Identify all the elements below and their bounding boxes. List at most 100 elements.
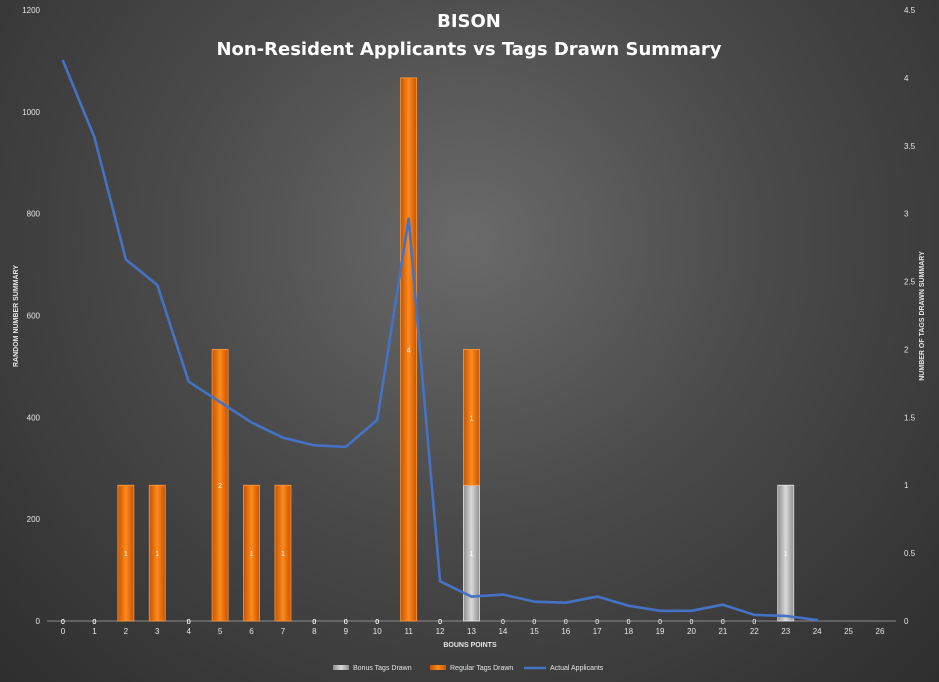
legend-item: Regular Tags Drawn [430,665,513,672]
bar-data-label: 0 [312,619,316,626]
legend-label: Bonus Tags Drawn [353,665,412,672]
right-y-tick-label: 3 [904,210,909,219]
x-tick-label: 7 [281,627,286,636]
right-y-tick-label: 1 [904,481,909,490]
bar-data-label: 1 [155,551,159,558]
legend: Bonus Tags Drawn Regular Tags Drawn Actual… [333,665,604,672]
x-tick-label: 14 [498,627,507,636]
x-tick-label: 9 [344,627,349,636]
bar-data-label: 0 [61,619,65,626]
regular-tags-bar [400,77,418,622]
right-y-axis-ticks: 0 0.5 1 1.5 2 2.5 3 3.5 4 4.5 [904,6,916,626]
bar-data-label: 0 [532,619,536,626]
bar-data-label: 1 [281,551,285,558]
bar-data-label: 0 [658,619,662,626]
x-tick-label: 6 [249,627,254,636]
x-axis-ticks: 0 1 2 3 4 5 6 7 8 9 10 11 12 13 14 15 16 17 18 19 20 21 22 23 24… [61,627,885,636]
x-tick-label: 4 [186,627,191,636]
regular-tags-bar [211,349,229,622]
right-y-tick-label: 2.5 [904,278,916,287]
x-tick-label: 5 [218,627,223,636]
left-y-tick-label: 200 [27,515,41,524]
bar-data-label: 0 [187,619,191,626]
regular-tags-bar [243,484,260,622]
regular-tags-bar [274,484,292,622]
chart-title: BISON [437,11,501,32]
bar-data-label: 0 [187,619,191,626]
x-tick-label: 3 [155,627,160,636]
right-y-tick-label: 0.5 [904,549,916,558]
legend-label: Actual Applicants [550,665,604,672]
x-tick-label: 19 [656,627,665,636]
x-tick-label: 16 [561,627,570,636]
bar-data-label: 0 [92,619,96,626]
bar-data-label: 0 [721,619,725,626]
bar-data-label: 0 [690,619,694,626]
right-y-tick-label: 0 [904,617,909,626]
right-y-tick-label: 1.5 [904,413,916,422]
bar-data-label: 0 [595,619,599,626]
x-tick-label: 23 [781,627,790,636]
left-y-tick-label: 0 [36,617,41,626]
x-tick-label: 24 [813,627,822,636]
left-y-axis-ticks: 0 200 400 600 800 1000 1200 [22,6,40,626]
x-tick-label: 0 [61,627,66,636]
bar-data-label: 0 [438,619,442,626]
bar-data-label: 1 [124,551,128,558]
chart-subtitle: Non-Resident Applicants vs Tags Drawn Su… [216,39,721,60]
left-y-tick-label: 600 [27,312,41,321]
x-tick-label: 25 [844,627,853,636]
bar-data-label: 0 [752,619,756,626]
y-axis-right-label: NUMBER OF TAGS DRAWN SUMMARY [919,251,926,381]
line-series [61,59,819,622]
x-tick-label: 21 [718,627,727,636]
bar-data-label: 1 [470,415,474,422]
actual-applicants-line [61,59,819,622]
bar-data-label: 0 [344,619,348,626]
bonus-tags-bar [777,484,795,622]
bar-data-label: 2 [218,483,222,490]
legend-swatch [430,665,446,670]
x-tick-label: 11 [404,627,413,636]
legend-item: Actual Applicants [524,665,604,672]
right-y-tick-label: 4 [904,74,909,83]
x-tick-label: 12 [436,627,445,636]
bar-data-label: 0 [344,619,348,626]
x-tick-label: 15 [530,627,539,636]
regular-tags-bar [117,484,135,622]
bar-data-label: 0 [312,619,316,626]
right-y-tick-label: 3.5 [904,142,916,151]
bar-data-label: 0 [92,619,96,626]
x-tick-label: 20 [687,627,696,636]
x-axis-label: BOUNS POINTS [443,642,497,649]
bar-data-label: 0 [61,619,65,626]
bars [117,77,795,622]
right-y-tick-label: 2 [904,345,909,354]
bar-data-label: 1 [784,551,788,558]
left-y-tick-label: 1200 [22,6,40,15]
x-tick-label: 18 [624,627,633,636]
x-tick-label: 26 [876,627,885,636]
bar-data-label: 0 [564,619,568,626]
x-tick-label: 17 [593,627,602,636]
bar-data-label: 0 [501,619,505,626]
bar-data-label: 0 [375,619,379,626]
y-axis-left-label: RANDOM NUMBER SUMMARY [13,265,20,367]
left-y-tick-label: 800 [27,210,41,219]
x-tick-label: 22 [750,627,759,636]
bar-data-label: 0 [627,619,631,626]
x-tick-label: 13 [467,627,476,636]
right-y-tick-label: 4.5 [904,6,916,15]
bar-data-label: 4 [407,347,411,354]
legend-item: Bonus Tags Drawn [333,665,412,672]
bar-data-label: 0 [375,619,379,626]
legend-label: Regular Tags Drawn [450,665,513,672]
bar-data-label: 1 [470,551,474,558]
regular-tags-bar [463,349,480,486]
regular-tags-bar [148,484,166,622]
x-tick-label: 10 [373,627,382,636]
x-tick-label: 8 [312,627,317,636]
legend-swatch [333,665,349,670]
